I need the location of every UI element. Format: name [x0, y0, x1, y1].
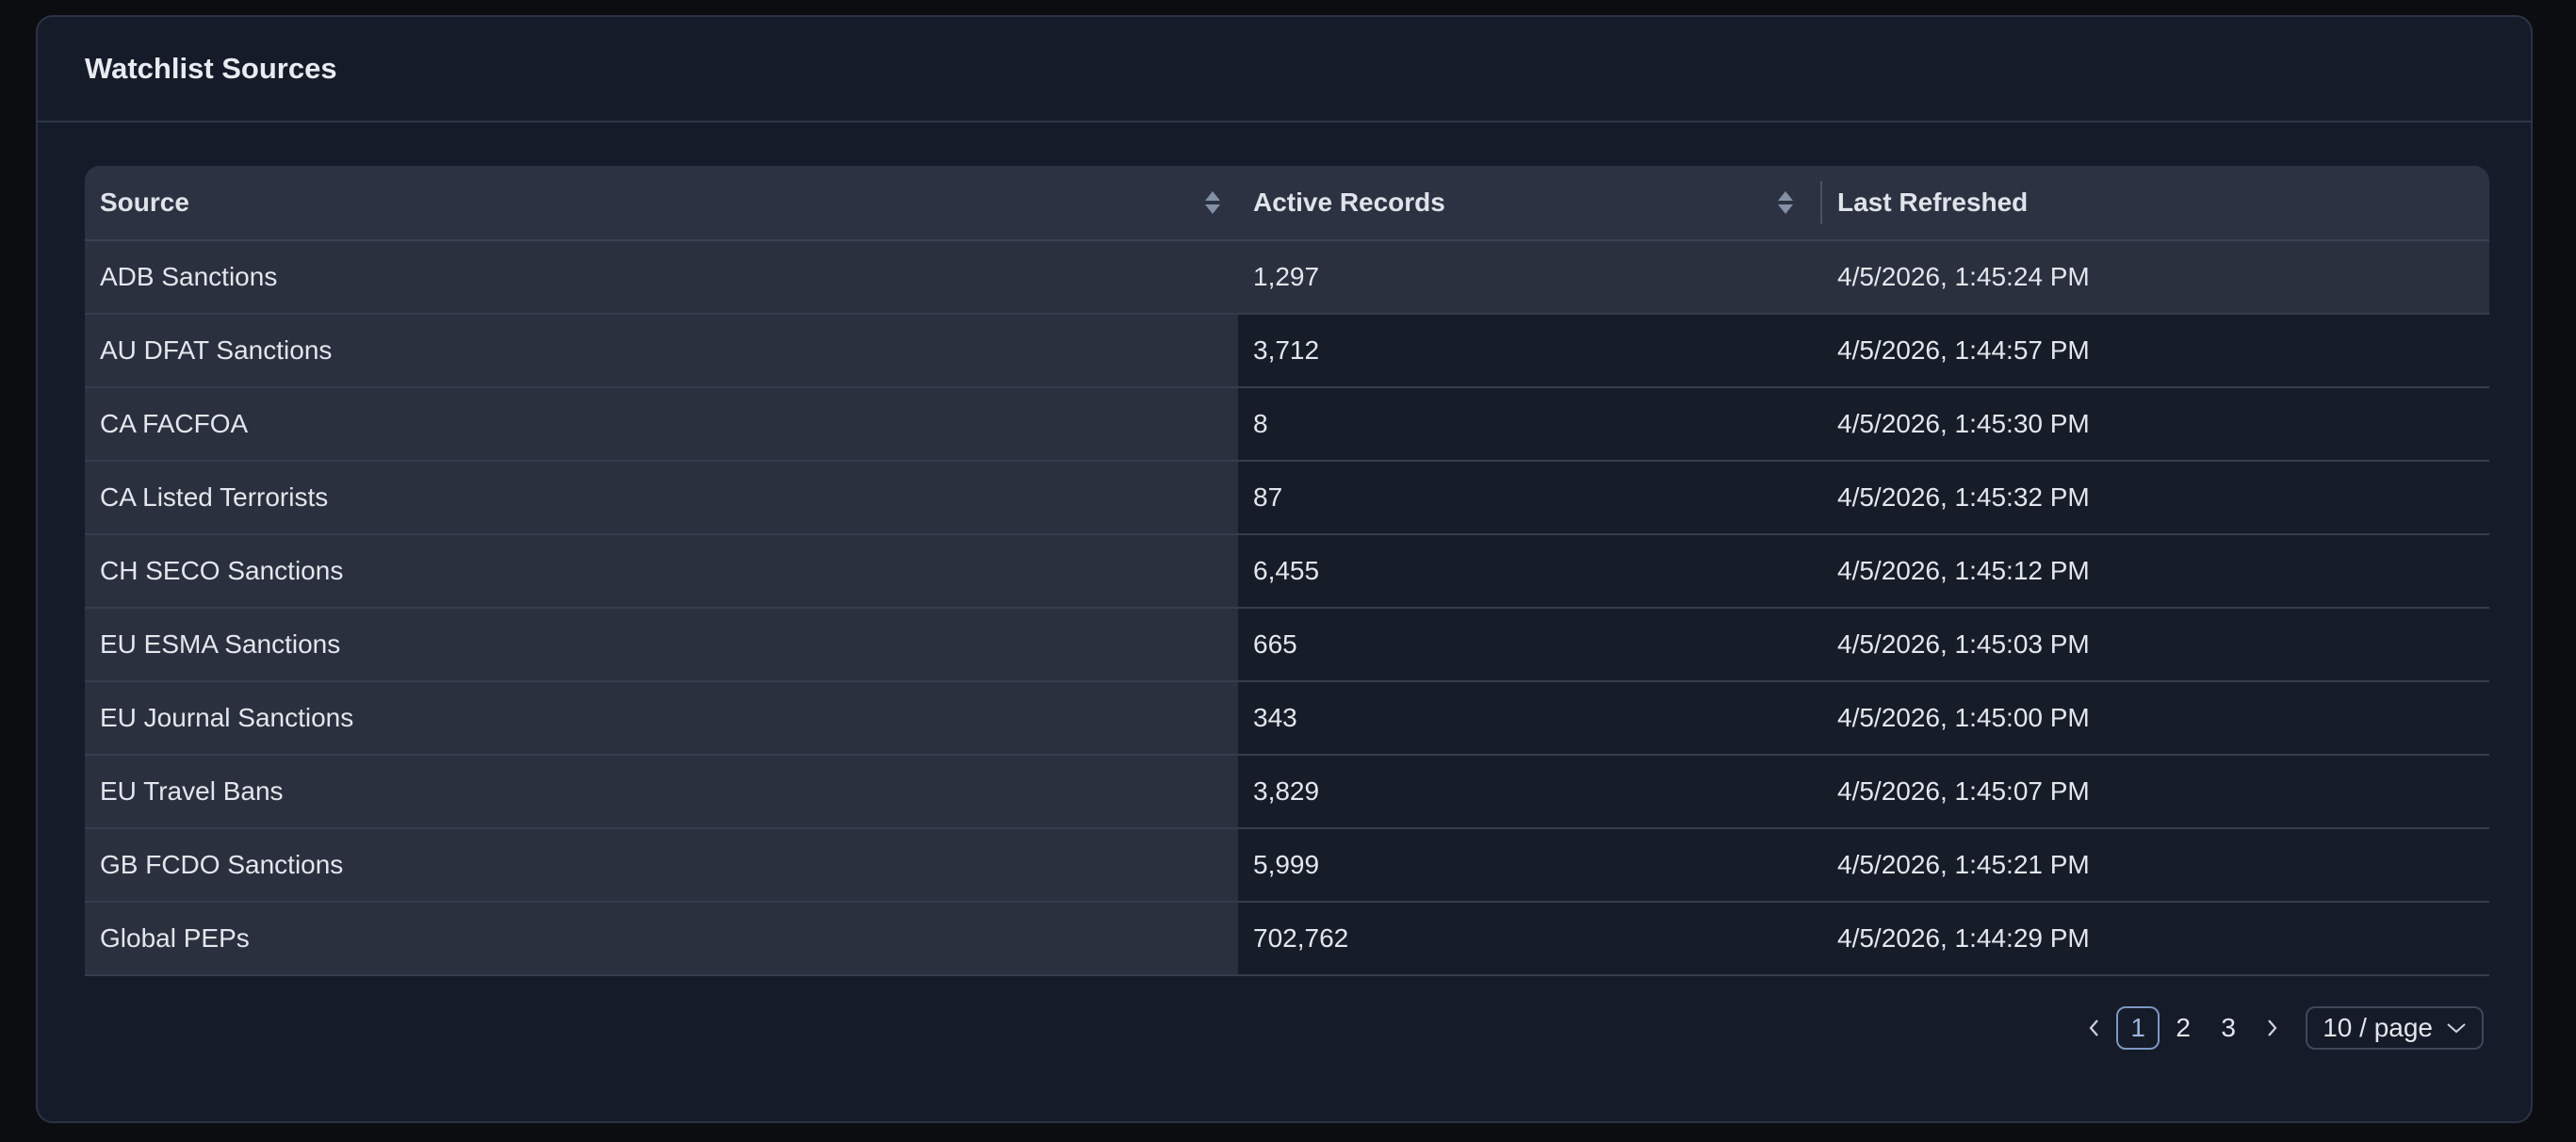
table-row[interactable]: GB FCDO Sanctions 5,999 4/5/2026, 1:45:21 …: [85, 828, 2489, 902]
sources-table-wrapper: Source Active Records: [85, 166, 2489, 976]
prev-page-button[interactable]: [2074, 1007, 2115, 1049]
active-records-cell: 702,762: [1238, 902, 1822, 975]
chevron-right-icon: [2262, 1018, 2281, 1038]
watchlist-sources-card: Watchlist Sources Source Active Records: [36, 15, 2533, 1123]
active-records-cell: 6,455: [1238, 534, 1822, 608]
table-row[interactable]: CA FACFOA 8 4/5/2026, 1:45:30 PM: [85, 387, 2489, 461]
active-records-cell: 87: [1238, 461, 1822, 534]
pagination: 1 2 3 10 / page: [2074, 1006, 2484, 1050]
table-row[interactable]: ADB Sanctions 1,297 4/5/2026, 1:45:24 PM: [85, 240, 2489, 314]
source-cell: GB FCDO Sanctions: [85, 828, 1238, 902]
last-refreshed-cell: 4/5/2026, 1:45:07 PM: [1822, 755, 2489, 828]
source-cell: EU Travel Bans: [85, 755, 1238, 828]
sources-table: Source Active Records: [85, 166, 2489, 976]
last-refreshed-cell: 4/5/2026, 1:45:03 PM: [1822, 608, 2489, 681]
last-refreshed-cell: 4/5/2026, 1:45:24 PM: [1822, 240, 2489, 314]
table-row[interactable]: EU Journal Sanctions 343 4/5/2026, 1:45:00…: [85, 681, 2489, 755]
sort-descending-icon: [1205, 204, 1220, 214]
last-refreshed-cell: 4/5/2026, 1:45:30 PM: [1822, 387, 2489, 461]
source-cell: CH SECO Sanctions: [85, 534, 1238, 608]
sort-ascending-icon: [1205, 191, 1220, 201]
column-header-source[interactable]: Source: [85, 166, 1238, 240]
table-body: ADB Sanctions 1,297 4/5/2026, 1:45:24 PM AU…: [85, 240, 2489, 975]
table-row[interactable]: EU ESMA Sanctions 665 4/5/2026, 1:45:03 PM: [85, 608, 2489, 681]
table-row[interactable]: Global PEPs 702,762 4/5/2026, 1:44:29 PM: [85, 902, 2489, 975]
column-header-active-records[interactable]: Active Records: [1238, 166, 1822, 240]
table-header-row: Source Active Records: [85, 166, 2489, 240]
column-header-label: Active Records: [1253, 188, 1445, 217]
page-size-value: 10 / page: [2323, 1013, 2433, 1043]
page-button-3[interactable]: 3: [2207, 1006, 2250, 1050]
table-row[interactable]: AU DFAT Sanctions 3,712 4/5/2026, 1:44:57 …: [85, 314, 2489, 387]
sort-icon[interactable]: [1204, 188, 1221, 218]
table-row[interactable]: CH SECO Sanctions 6,455 4/5/2026, 1:45:12 …: [85, 534, 2489, 608]
source-cell: AU DFAT Sanctions: [85, 314, 1238, 387]
last-refreshed-cell: 4/5/2026, 1:45:32 PM: [1822, 461, 2489, 534]
table-row[interactable]: EU Travel Bans 3,829 4/5/2026, 1:45:07 PM: [85, 755, 2489, 828]
last-refreshed-cell: 4/5/2026, 1:44:57 PM: [1822, 314, 2489, 387]
active-records-cell: 665: [1238, 608, 1822, 681]
card-header: Watchlist Sources: [38, 17, 2531, 122]
active-records-cell: 8: [1238, 387, 1822, 461]
page-size-select[interactable]: 10 / page: [2306, 1006, 2484, 1050]
source-cell: EU ESMA Sanctions: [85, 608, 1238, 681]
last-refreshed-cell: 4/5/2026, 1:44:29 PM: [1822, 902, 2489, 975]
column-header-label: Source: [100, 188, 189, 217]
active-records-cell: 343: [1238, 681, 1822, 755]
chevron-left-icon: [2085, 1018, 2104, 1038]
active-records-cell: 5,999: [1238, 828, 1822, 902]
source-cell: Global PEPs: [85, 902, 1238, 975]
last-refreshed-cell: 4/5/2026, 1:45:12 PM: [1822, 534, 2489, 608]
source-cell: CA FACFOA: [85, 387, 1238, 461]
column-header-label: Last Refreshed: [1837, 188, 2028, 217]
active-records-cell: 3,712: [1238, 314, 1822, 387]
chevron-down-icon: [2446, 1021, 2467, 1035]
source-cell: CA Listed Terrorists: [85, 461, 1238, 534]
source-cell: EU Journal Sanctions: [85, 681, 1238, 755]
column-header-last-refreshed: Last Refreshed: [1822, 166, 2489, 240]
source-cell: ADB Sanctions: [85, 240, 1238, 314]
page-button-1[interactable]: 1: [2116, 1006, 2160, 1050]
sort-icon[interactable]: [1777, 188, 1794, 218]
active-records-cell: 3,829: [1238, 755, 1822, 828]
sort-ascending-icon: [1778, 191, 1793, 201]
last-refreshed-cell: 4/5/2026, 1:45:21 PM: [1822, 828, 2489, 902]
last-refreshed-cell: 4/5/2026, 1:45:00 PM: [1822, 681, 2489, 755]
sort-descending-icon: [1778, 204, 1793, 214]
next-page-button[interactable]: [2251, 1007, 2292, 1049]
table-row[interactable]: CA Listed Terrorists 87 4/5/2026, 1:45:32 …: [85, 461, 2489, 534]
page-button-2[interactable]: 2: [2161, 1006, 2205, 1050]
card-title: Watchlist Sources: [85, 52, 337, 86]
active-records-cell: 1,297: [1238, 240, 1822, 314]
